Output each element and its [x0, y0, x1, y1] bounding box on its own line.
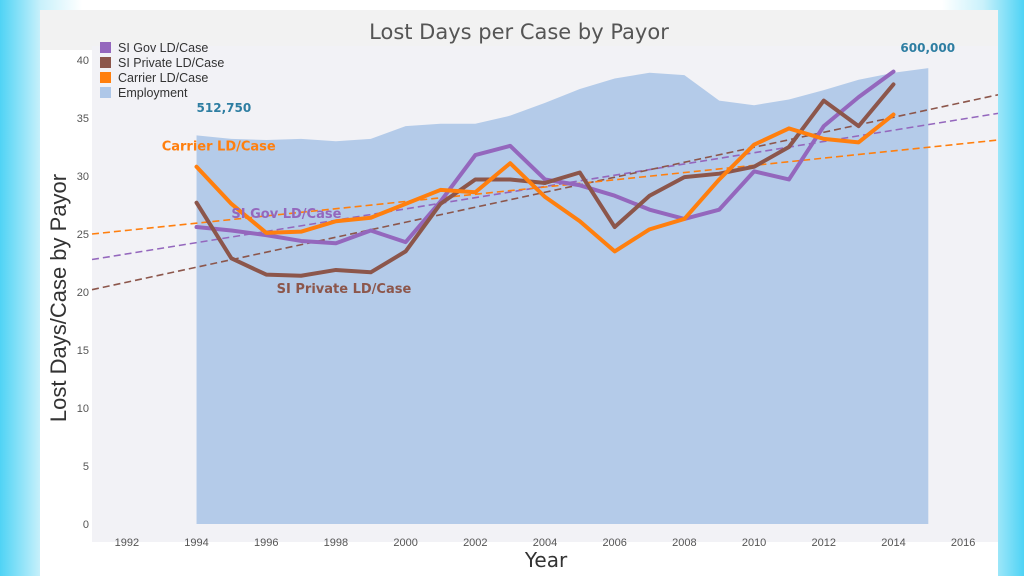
trendline-si-gov-ld-case [91, 112, 998, 261]
annotation-512-750: 512,750 [197, 101, 252, 115]
series-line-si-private-ld-case [194, 82, 896, 278]
y-axis-label: Lost Days/Case by Payor [46, 174, 71, 422]
chart-slide: Lost Days per Case by Payor 0 5 10 15 20 25 30… [40, 10, 998, 576]
chart: Lost Days per Case by Payor 0 5 10 15 20 25 30… [40, 10, 998, 572]
legend-swatch-carrier-ld-case [100, 72, 111, 83]
x-tick-label: 1996 [254, 537, 278, 549]
annotation-carrier-ld-case: Carrier LD/Case [162, 139, 276, 154]
annotation-si-private-ld-case: SI Private LD/Case [277, 282, 412, 297]
y-tick-label: 30 [77, 171, 89, 183]
y-tick-label: 10 [77, 403, 89, 415]
x-axis-label: Year [524, 548, 568, 572]
y-tick-label: 5 [83, 461, 89, 473]
legend-swatch-si-private-ld-case [100, 57, 111, 68]
y-tick-label: 20 [77, 287, 89, 299]
legend-label-si-private-ld-case: SI Private LD/Case [118, 56, 224, 70]
y-axis: 0 5 10 15 20 25 30 35 40 [77, 55, 89, 531]
y-tick-label: 0 [83, 519, 89, 531]
annotation-si-gov-ld-case: SI Gov LD/Case [231, 207, 341, 222]
series-line-si-gov-ld-case [194, 69, 896, 246]
x-axis: 1992 1994 1996 1998 2000 2002 2004 2006 2008 2010… [115, 537, 976, 549]
series-line-carrier-ld-case [194, 112, 896, 254]
annotations-layer: 512,750 600,000 Carrier LD/Case SI Gov LD/C… [162, 41, 955, 297]
y-tick-label: 35 [77, 113, 89, 125]
x-tick-label: 2004 [533, 537, 557, 549]
legend-label-employment: Employment [118, 86, 188, 100]
trendline-si-private-ld-case [91, 94, 998, 291]
legend-swatch-employment [100, 87, 111, 98]
legend-label-si-gov-ld-case: SI Gov LD/Case [118, 41, 208, 55]
chart-title: Lost Days per Case by Payor [369, 20, 669, 44]
x-tick-label: 1998 [324, 537, 348, 549]
trendlines-layer [91, 94, 998, 291]
series-layer [194, 69, 896, 278]
x-tick-label: 2000 [393, 537, 417, 549]
y-tick-label: 25 [77, 229, 89, 241]
trendline-carrier-ld-case [91, 139, 998, 235]
x-tick-label: 2008 [672, 537, 696, 549]
x-tick-label: 2010 [742, 537, 766, 549]
x-tick-label: 2016 [951, 537, 975, 549]
x-tick-label: 2006 [602, 537, 626, 549]
x-tick-label: 1994 [184, 537, 208, 549]
x-tick-label: 2002 [463, 537, 487, 549]
y-tick-label: 15 [77, 345, 89, 357]
y-tick-label: 40 [77, 55, 89, 67]
legend-label-carrier-ld-case: Carrier LD/Case [118, 71, 208, 85]
title-bar [40, 10, 998, 50]
x-tick-label: 2012 [812, 537, 836, 549]
legend-swatch-si-gov-ld-case [100, 42, 111, 53]
x-tick-label: 1992 [115, 537, 139, 549]
annotation-600-000: 600,000 [900, 41, 955, 55]
x-tick-label: 2014 [881, 537, 905, 549]
